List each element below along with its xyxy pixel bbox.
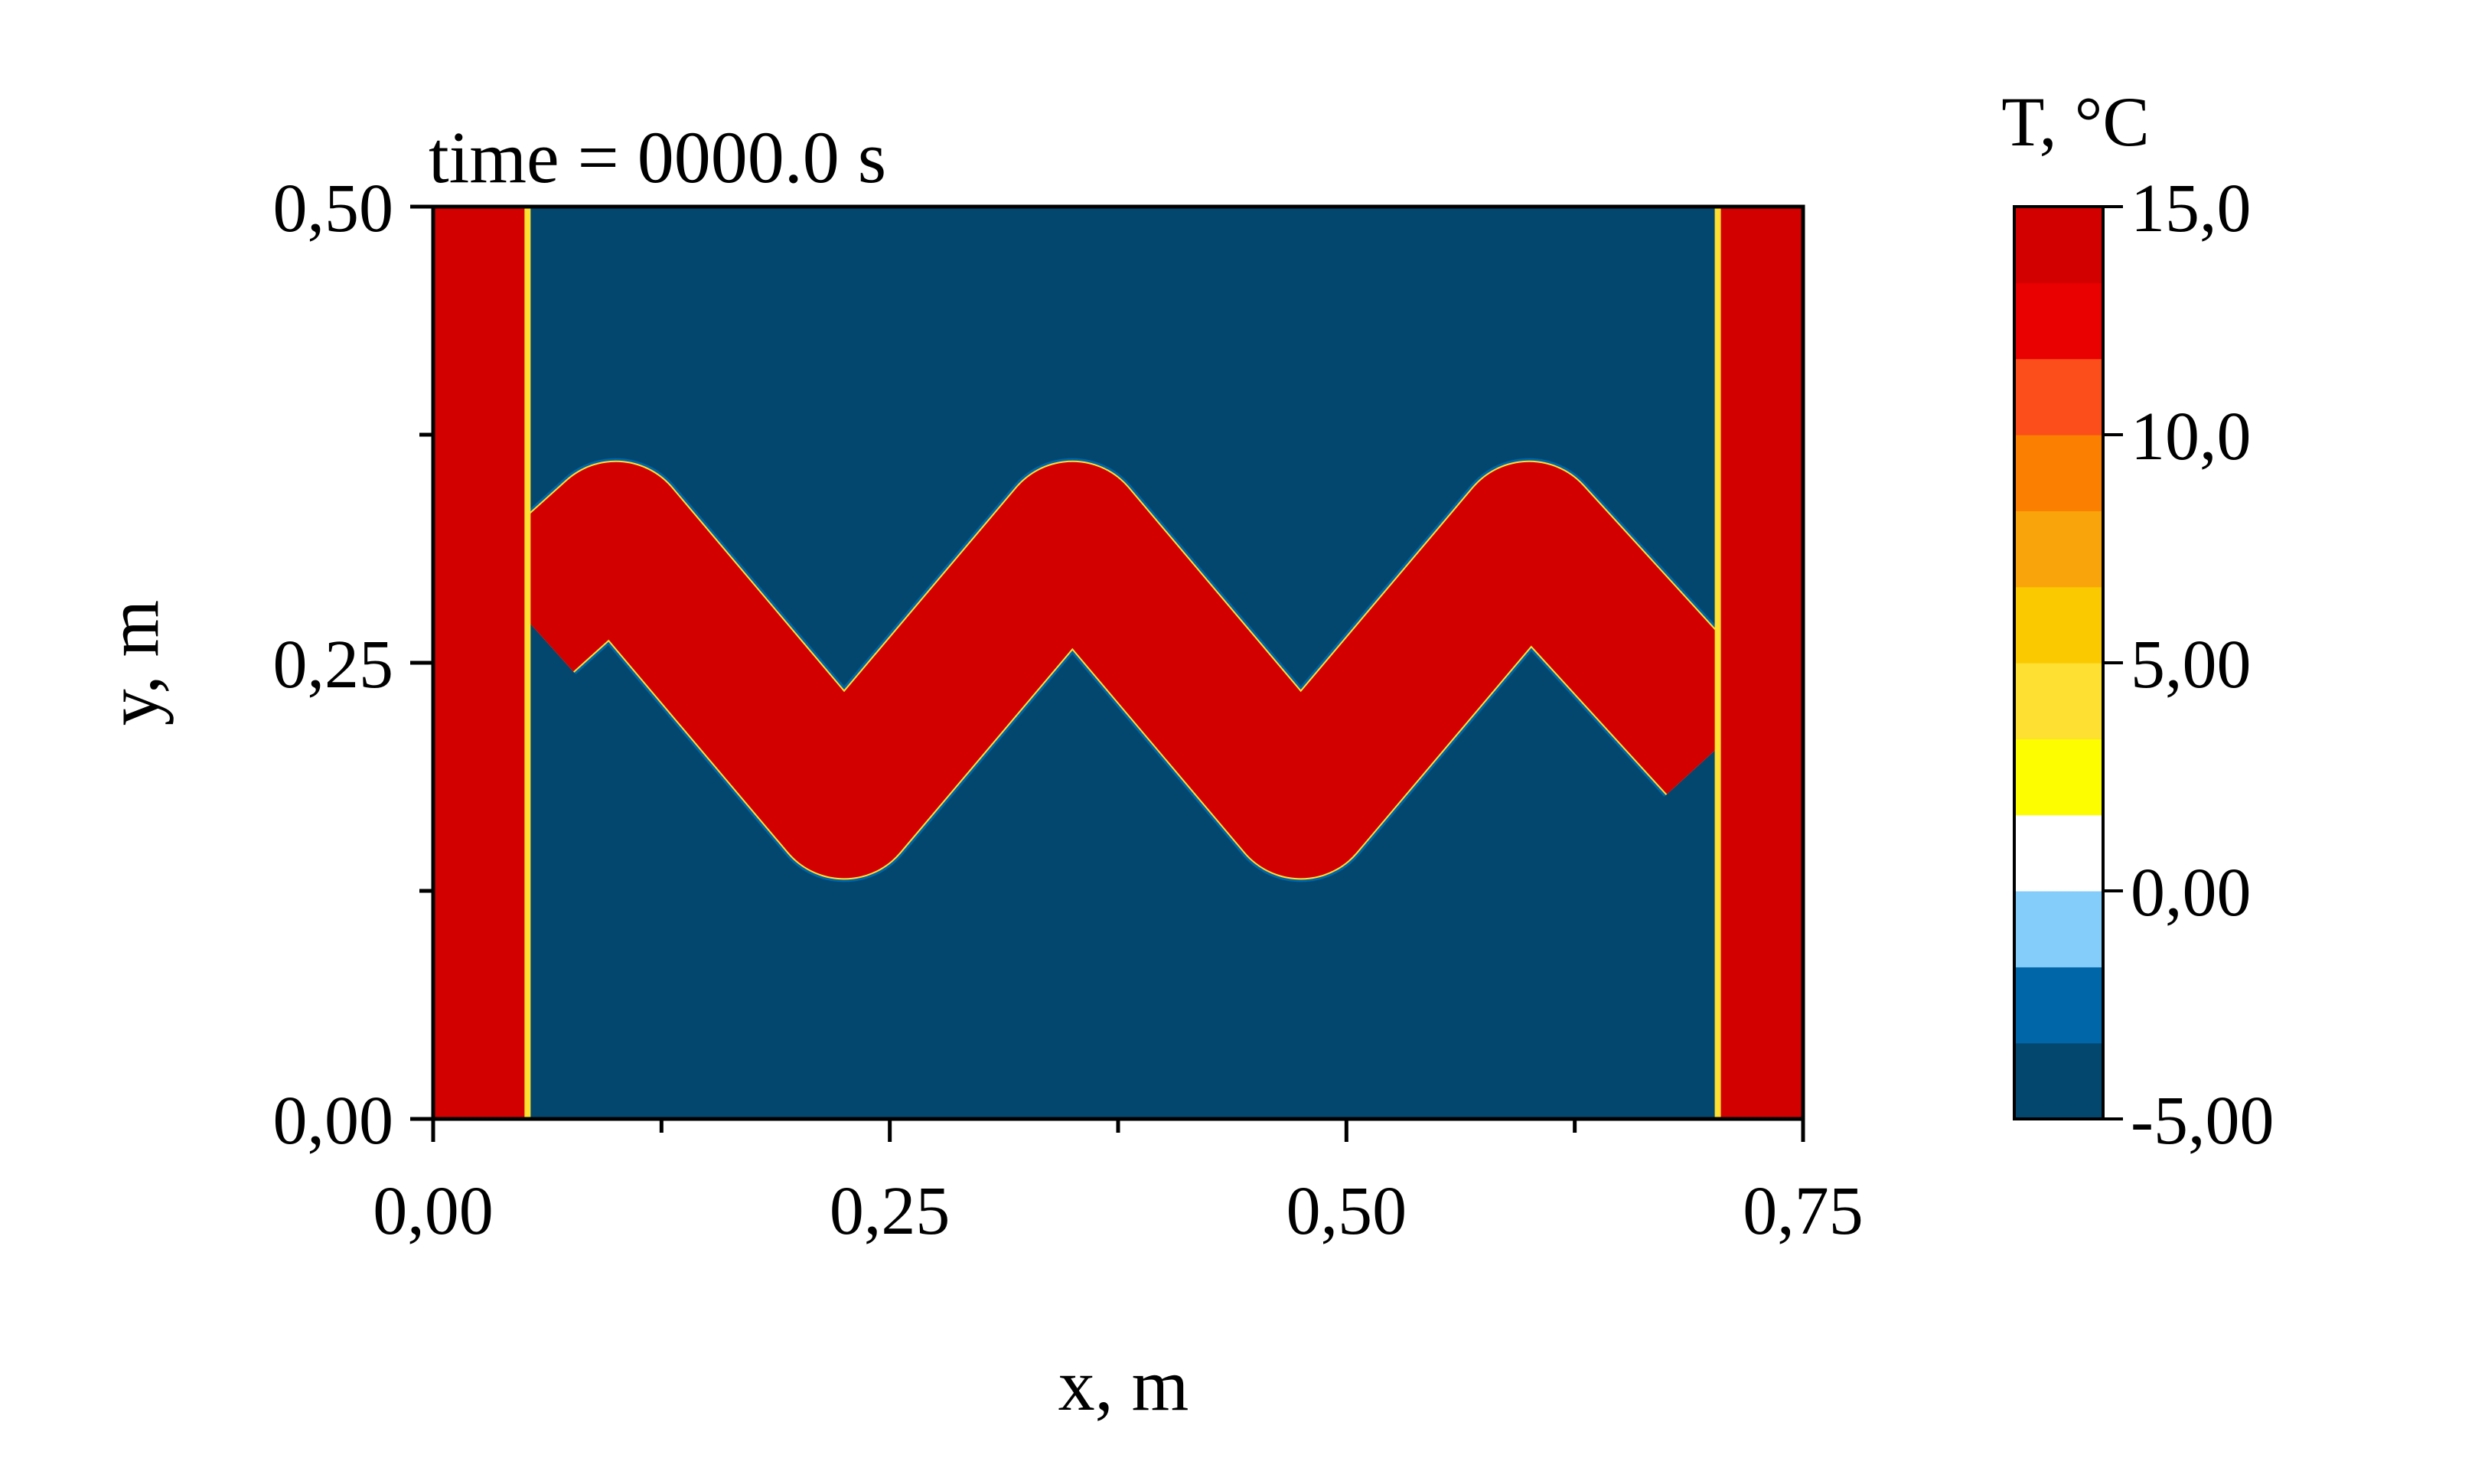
y-axis: 0,00 0,25 0,50 <box>273 171 433 1159</box>
plot-area <box>433 207 1803 1119</box>
colorbar-tick-label: 10,0 <box>2131 399 2252 475</box>
x-axis: 0,00 0,25 0,50 0,75 <box>373 1119 1864 1249</box>
colorbar: -5,00 0,00 5,00 10,0 15,0 <box>2013 171 2274 1159</box>
colorbar-level <box>2014 663 2103 739</box>
x-tick-label: 0,25 <box>830 1173 951 1249</box>
colorbar-title: T, °C <box>2001 83 2150 161</box>
y-axis-label: y, m <box>92 600 174 726</box>
colorbar-level <box>2014 586 2103 664</box>
heated-pipe-layer <box>433 207 1803 1119</box>
right-pipe <box>1720 207 1803 1119</box>
colorbar-tick-label: 15,0 <box>2131 171 2252 246</box>
colorbar-level <box>2014 510 2103 588</box>
time-annotation: time = 0000.0 s <box>429 116 886 198</box>
x-tick-label: 0,00 <box>373 1173 494 1249</box>
colorbar-tick-label: 0,00 <box>2131 855 2252 931</box>
serpentine-pipe <box>475 462 1775 879</box>
y-tick-label: 0,50 <box>273 171 394 246</box>
colorbar-level <box>2014 358 2103 435</box>
left-pipe <box>433 207 525 1119</box>
x-tick-label: 0,50 <box>1286 1173 1407 1249</box>
colorbar-level <box>2014 207 2103 283</box>
y-tick-label: 0,00 <box>273 1083 394 1159</box>
colorbar-level <box>2014 814 2103 892</box>
x-tick-label: 0,75 <box>1743 1173 1864 1249</box>
colorbar-tick-label: -5,00 <box>2131 1083 2274 1159</box>
colorbar-tick-label: 5,00 <box>2131 627 2252 703</box>
colorbar-level <box>2014 435 2103 511</box>
colorbar-level <box>2014 891 2103 967</box>
colorbar-level <box>2014 967 2103 1044</box>
colorbar-level <box>2014 739 2103 816</box>
y-tick-label: 0,25 <box>273 627 394 703</box>
colorbar-level <box>2014 1042 2103 1120</box>
x-axis-label: x, m <box>1058 1344 1189 1426</box>
colorbar-level <box>2014 282 2103 360</box>
